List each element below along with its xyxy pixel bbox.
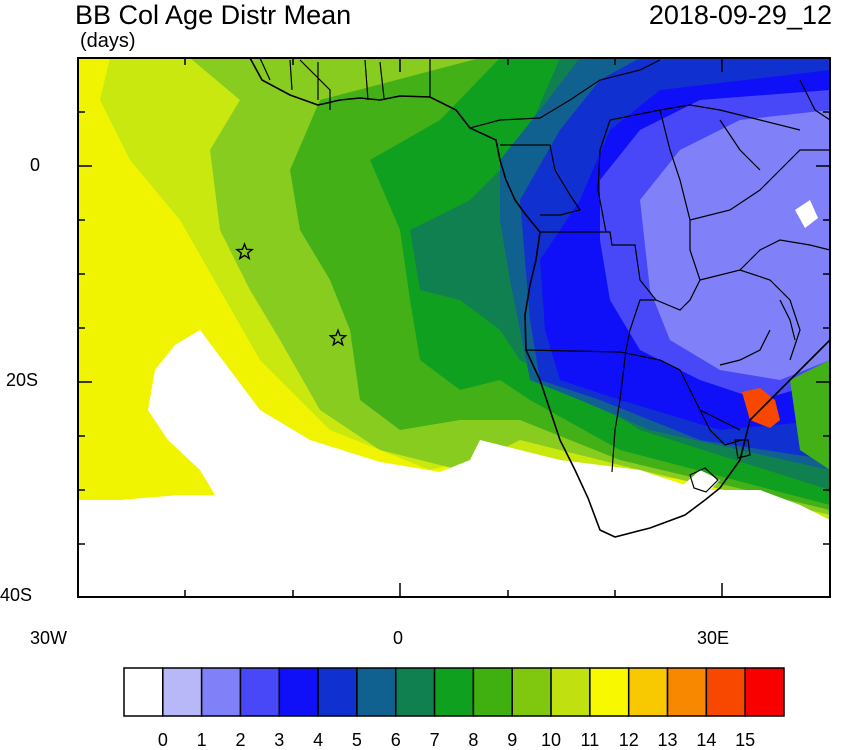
colorbar-label-9: 9 bbox=[507, 730, 517, 750]
colorbar-label-8: 8 bbox=[468, 730, 478, 750]
colorbar-swatch-8 bbox=[433, 667, 475, 717]
field-band-2b bbox=[700, 170, 830, 360]
colorbar-swatch-4 bbox=[278, 667, 319, 717]
colorbar-swatch-1 bbox=[162, 667, 203, 717]
country-borders bbox=[259, 58, 830, 493]
colorbar-swatch-2 bbox=[200, 667, 242, 717]
colorbar-label-1: 1 bbox=[197, 730, 207, 750]
datetime-label: 2018-09-29_12 bbox=[648, 0, 832, 30]
tick-marks bbox=[78, 58, 830, 597]
colorbar-label-6: 6 bbox=[391, 730, 401, 750]
colorbar-swatch-11 bbox=[550, 667, 591, 717]
coastlines bbox=[249, 58, 830, 538]
lon-label-30e: 30E bbox=[697, 628, 730, 648]
colorbar-label-4: 4 bbox=[313, 730, 323, 750]
colorbar-swatch-7 bbox=[395, 667, 436, 717]
colorbar-label-13: 13 bbox=[658, 730, 678, 750]
colorbar-swatch-10 bbox=[511, 667, 552, 717]
colorbar-swatch-0 bbox=[123, 667, 164, 717]
colorbar-swatch-13 bbox=[627, 667, 669, 717]
star-marker-2 bbox=[328, 328, 348, 347]
age-field bbox=[78, 58, 830, 597]
plot-title: BB Col Age Distr Mean bbox=[75, 0, 352, 30]
colorbar-swatch-16 bbox=[744, 667, 785, 717]
colorbar-swatch-14 bbox=[666, 667, 708, 717]
colorbar-swatch-9 bbox=[472, 667, 513, 717]
colorbar-label-10: 10 bbox=[541, 730, 561, 750]
colorbar-label-12: 12 bbox=[619, 730, 639, 750]
colorbar-label-5: 5 bbox=[352, 730, 362, 750]
colorbar-label-11: 11 bbox=[581, 730, 600, 750]
colorbar-swatch-5 bbox=[317, 667, 358, 717]
colorbar-label-15: 15 bbox=[735, 730, 755, 750]
colorbar-label-14: 14 bbox=[696, 730, 716, 750]
units-label: (days) bbox=[80, 30, 136, 52]
colorbar-label-7: 7 bbox=[430, 730, 440, 750]
colorbar-label-3: 3 bbox=[274, 730, 284, 750]
lon-label-0: 0 bbox=[393, 628, 404, 648]
field-white-east bbox=[795, 200, 818, 228]
colorbar-swatch-3 bbox=[239, 667, 281, 717]
lat-label-0: 0 bbox=[30, 155, 41, 175]
lon-label-30w: 30W bbox=[30, 628, 68, 648]
field-white-land bbox=[585, 470, 720, 535]
star-marker-1 bbox=[235, 242, 254, 261]
lat-label-40s: 40S bbox=[0, 585, 33, 605]
field-band-east bbox=[790, 360, 830, 470]
colorbar-swatch-12 bbox=[589, 667, 630, 717]
markers-layer bbox=[235, 242, 348, 347]
colorbar-swatch-6 bbox=[356, 667, 397, 717]
colorbar-label-0: 0 bbox=[158, 730, 168, 750]
colorbar-label-2: 2 bbox=[235, 730, 245, 750]
lat-label-20s: 20S bbox=[6, 370, 39, 390]
colorbar-swatch-15 bbox=[705, 667, 746, 717]
